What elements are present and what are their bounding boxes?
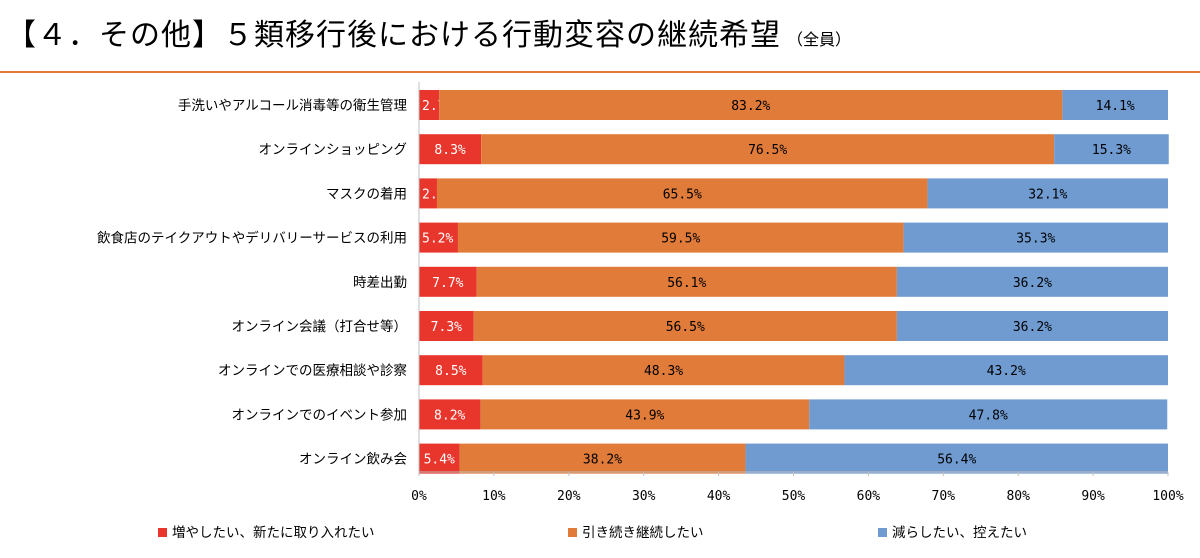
bar-segment xyxy=(419,443,460,474)
bar-segment xyxy=(481,134,1055,165)
data-label: 8.2% xyxy=(434,408,465,423)
x-tick-label: 50% xyxy=(782,489,806,504)
legend-label: 増やしたい、新たに取り入れたい xyxy=(172,525,375,541)
data-label: 59.5% xyxy=(661,232,700,247)
category-label: オンライン飲み会 xyxy=(299,452,407,468)
data-label: 76.5% xyxy=(748,143,787,158)
category-label: 時差出勤 xyxy=(353,275,407,291)
data-label: 32.1% xyxy=(1028,187,1067,202)
bar-segment xyxy=(419,178,437,209)
data-label: 56.5% xyxy=(666,320,705,335)
x-tick-label: 20% xyxy=(557,489,581,504)
bar-segment xyxy=(476,266,897,297)
data-label: 43.2% xyxy=(987,364,1026,379)
x-tick-label: 10% xyxy=(482,489,506,504)
data-label: 7.7% xyxy=(432,276,463,291)
bar-segment xyxy=(439,90,1063,120)
bar-segment xyxy=(1062,90,1168,120)
category-label: オンラインショッピング xyxy=(259,142,408,158)
data-label: 8.5% xyxy=(435,364,466,379)
bar-segment xyxy=(745,443,1168,474)
bar-segment xyxy=(1054,134,1169,165)
bar-segment xyxy=(482,355,845,386)
bar-segment xyxy=(419,90,440,120)
category-label: 飲食店のテイクアウトやデリバリーサービスの利用 xyxy=(97,230,407,247)
data-label: 8.3% xyxy=(434,143,465,158)
x-tick-label: 100% xyxy=(1152,489,1183,504)
bar-segment xyxy=(896,266,1168,297)
data-label: 38.2% xyxy=(583,453,622,468)
title-text: 【４．その他】５類移行後における行動変容の継続希望 xyxy=(6,18,781,53)
legend-swatch xyxy=(158,528,167,537)
page-subtitle: （全員） xyxy=(787,30,852,49)
bar-segment xyxy=(419,222,458,253)
x-tick-label: 30% xyxy=(632,489,656,504)
page-title: 【４．その他】５類移行後における行動変容の継続希望 （全員） xyxy=(6,10,851,54)
bar-segment xyxy=(436,178,928,209)
data-label: 83.2% xyxy=(731,99,770,114)
bar-segment xyxy=(459,443,746,474)
bar-segment xyxy=(419,266,477,297)
data-label: 14.1% xyxy=(1096,99,1135,114)
legend-swatch xyxy=(568,528,577,537)
data-label: 15.3% xyxy=(1092,143,1131,158)
data-label: 56.1% xyxy=(667,276,706,291)
x-tick-label: 40% xyxy=(707,489,731,504)
data-label: 36.2% xyxy=(1013,276,1052,291)
category-label: オンラインでのイベント参加 xyxy=(232,406,408,423)
x-tick-label: 60% xyxy=(857,489,881,504)
bar-segment xyxy=(809,399,1168,430)
data-label: 65.5% xyxy=(663,187,702,202)
x-tick-label: 0% xyxy=(411,489,427,504)
title-divider xyxy=(0,71,1200,73)
bar-segment xyxy=(480,399,810,430)
data-label: 5.4% xyxy=(424,453,455,468)
x-tick-label: 70% xyxy=(932,489,956,504)
data-label: 56.4% xyxy=(937,453,976,468)
bar-segment xyxy=(896,311,1168,341)
bar-segment xyxy=(419,355,483,386)
legend-label: 引き続き継続したい xyxy=(582,525,704,541)
bar-segment xyxy=(927,178,1168,209)
bar-segment xyxy=(903,222,1168,253)
data-label: 47.8% xyxy=(969,408,1008,423)
category-label: オンラインでの医療相談や診察 xyxy=(218,362,407,379)
data-label: 5.2% xyxy=(422,232,453,247)
bar-segment xyxy=(457,222,904,253)
data-label: 7.3% xyxy=(431,320,462,335)
bar-segment xyxy=(473,311,897,341)
category-label: オンライン会議（打合せ等） xyxy=(232,318,408,335)
bar-segment xyxy=(419,399,481,430)
legend-swatch xyxy=(878,528,887,537)
data-label: 48.3% xyxy=(644,364,683,379)
x-tick-label: 80% xyxy=(1006,489,1030,504)
bar-segment xyxy=(844,355,1168,386)
slide-header: 【４．その他】５類移行後における行動変容の継続希望 （全員） xyxy=(0,0,1200,70)
x-tick-label: 90% xyxy=(1081,489,1105,504)
data-label: 35.3% xyxy=(1016,232,1055,247)
legend-label: 減らしたい、控えたい xyxy=(892,524,1027,541)
bar-segment xyxy=(419,134,482,165)
bar-segment xyxy=(419,311,474,341)
data-label: 36.2% xyxy=(1013,320,1052,335)
data-label: 43.9% xyxy=(625,408,664,423)
category-label: 手洗いやアルコール消毒等の衛生管理 xyxy=(178,97,408,114)
category-label: マスクの着用 xyxy=(326,185,407,202)
